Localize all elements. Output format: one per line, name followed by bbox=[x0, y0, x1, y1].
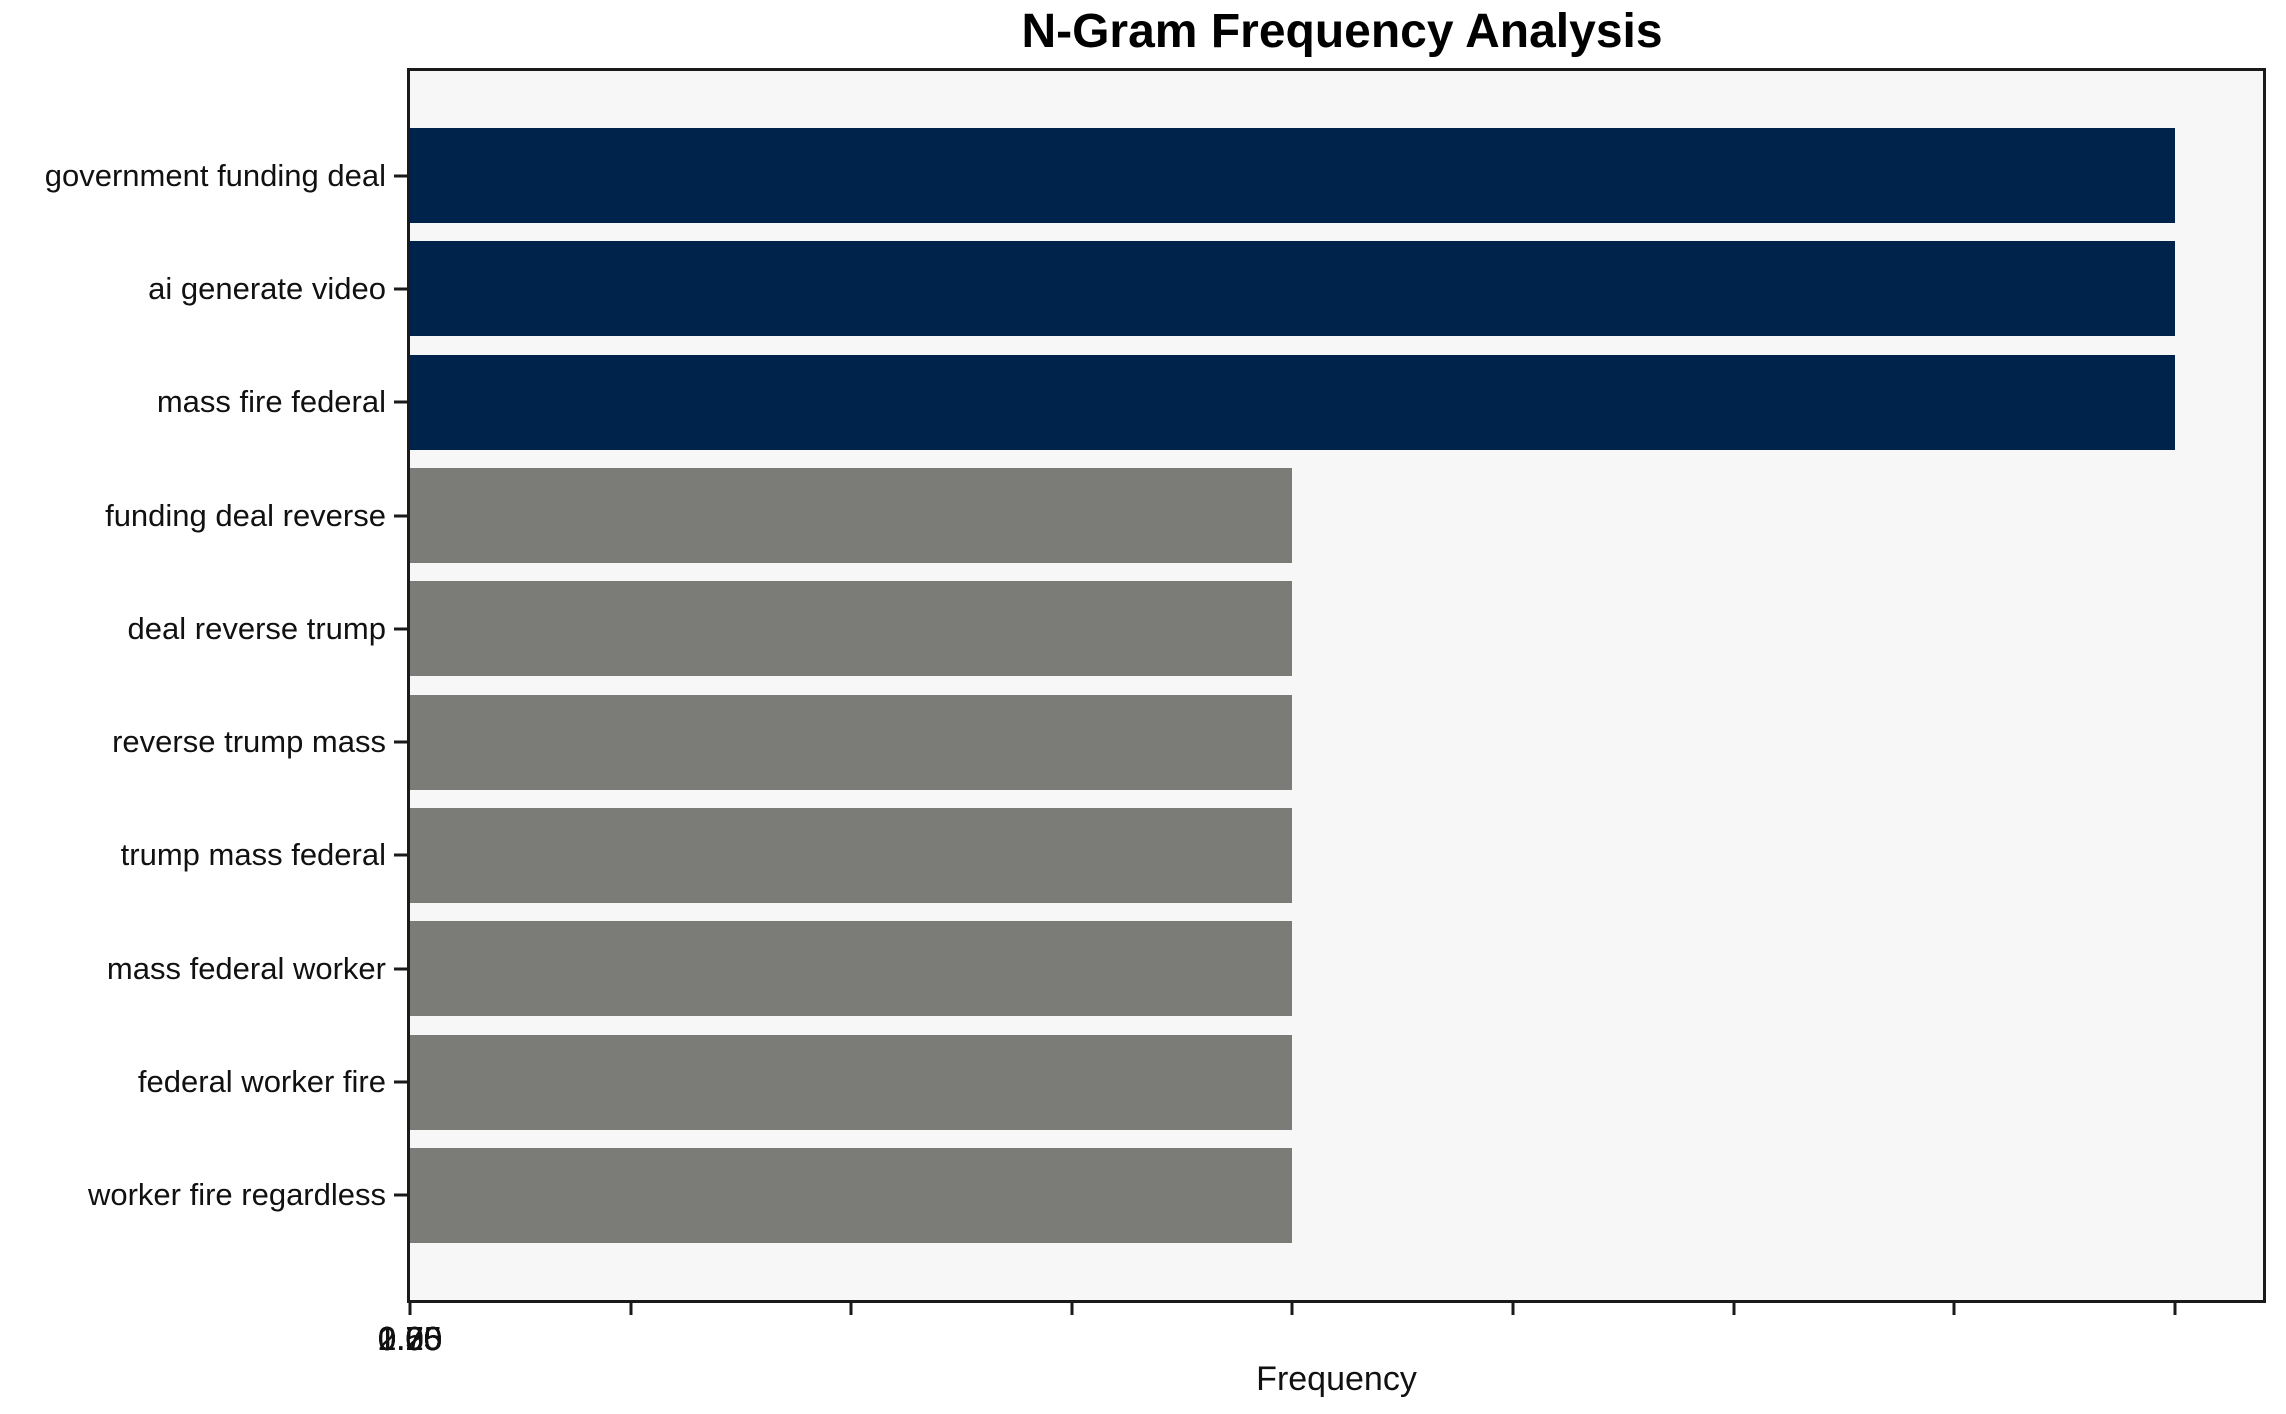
bar bbox=[410, 128, 2175, 224]
x-tick-mark bbox=[1511, 1303, 1515, 1315]
y-tick-mark bbox=[394, 853, 407, 857]
x-axis-label: Frequency bbox=[1256, 1360, 1417, 1398]
x-tick-mark bbox=[1290, 1303, 1294, 1315]
x-tick-label: 1.75 bbox=[377, 1320, 443, 1357]
y-tick-mark bbox=[394, 967, 407, 971]
x-tick-mark bbox=[849, 1303, 853, 1315]
x-tick-mark bbox=[1070, 1303, 1074, 1315]
x-tick-label: 0.75 bbox=[377, 1320, 443, 1357]
bar bbox=[410, 241, 2175, 337]
x-tick-mark bbox=[629, 1303, 633, 1315]
x-tick-mark bbox=[2173, 1303, 2177, 1315]
bar bbox=[410, 694, 1293, 790]
y-tick-mark bbox=[394, 1193, 407, 1197]
bar-row: deal reverse trump bbox=[128, 572, 2263, 685]
chart-title: N-Gram Frequency Analysis bbox=[1021, 5, 1663, 58]
bar-row: government funding deal bbox=[45, 119, 2263, 232]
y-axis-label: trump mass federal bbox=[120, 837, 386, 873]
bars-container: government funding deal ai generate video… bbox=[45, 71, 2263, 1300]
y-tick-mark bbox=[394, 740, 407, 744]
bar-row: funding deal reverse bbox=[105, 459, 2263, 572]
bar-row: ai generate video bbox=[148, 232, 2263, 345]
x-tick-label: 1.50 bbox=[377, 1320, 443, 1357]
y-axis-label: mass fire federal bbox=[156, 384, 386, 420]
bar bbox=[410, 354, 2175, 450]
plot-area: government funding deal ai generate video… bbox=[45, 68, 2266, 1398]
bar bbox=[410, 921, 1293, 1017]
y-axis-label: ai generate video bbox=[148, 270, 386, 306]
bar-row: federal worker fire bbox=[138, 1025, 2263, 1138]
x-tick-label: 0.25 bbox=[377, 1320, 443, 1357]
y-tick-mark bbox=[394, 174, 407, 178]
y-axis-label: worker fire regardless bbox=[87, 1177, 386, 1213]
y-tick-mark bbox=[394, 1080, 407, 1084]
y-tick-mark bbox=[394, 627, 407, 631]
x-tick-label: 0.00 bbox=[377, 1320, 443, 1357]
x-tick-label: 1.25 bbox=[377, 1320, 443, 1357]
x-tick-mark bbox=[1952, 1303, 1956, 1315]
y-tick-mark bbox=[394, 514, 407, 518]
bar-row: worker fire regardless bbox=[88, 1139, 2263, 1252]
bar bbox=[410, 1147, 1293, 1243]
bar bbox=[410, 807, 1293, 903]
x-tick-label: 1.00 bbox=[377, 1320, 443, 1357]
x-tick-mark bbox=[408, 1303, 412, 1315]
bar bbox=[410, 468, 1293, 564]
y-axis-label: government funding deal bbox=[44, 157, 386, 193]
y-axis-label: mass federal worker bbox=[106, 950, 386, 986]
bar bbox=[410, 581, 1293, 677]
y-axis-label: reverse trump mass bbox=[112, 724, 386, 760]
bar-row: reverse trump mass bbox=[112, 685, 2263, 798]
x-tick-label: 0.50 bbox=[377, 1320, 443, 1357]
y-tick-mark bbox=[394, 287, 407, 291]
y-tick-mark bbox=[394, 400, 407, 404]
y-axis-label: funding deal reverse bbox=[105, 497, 386, 533]
y-axis-label: federal worker fire bbox=[137, 1064, 386, 1100]
bar-row: mass fire federal bbox=[157, 346, 2263, 459]
bar-row: mass federal worker bbox=[107, 912, 2263, 1025]
bar-row: trump mass federal bbox=[121, 799, 2263, 912]
y-axis-label: deal reverse trump bbox=[127, 610, 386, 646]
x-tick-mark bbox=[1732, 1303, 1736, 1315]
bar bbox=[410, 1034, 1293, 1130]
x-tick-label: 2.00 bbox=[377, 1320, 443, 1357]
